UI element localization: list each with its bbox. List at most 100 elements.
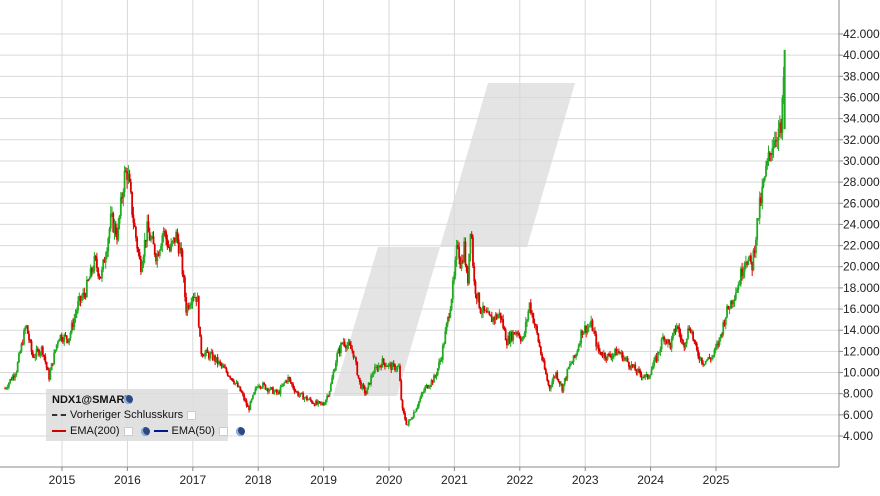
y-tick-label: 6.000 (843, 408, 873, 422)
candle-body-down (165, 231, 167, 240)
candle-body-down (302, 393, 305, 400)
visibility-checkbox[interactable] (123, 426, 133, 436)
candle-body-down (239, 386, 242, 392)
candle-body-down (683, 343, 686, 348)
candle-body-down (689, 329, 692, 333)
globe-icon[interactable] (124, 395, 133, 404)
candle-body-down (539, 346, 542, 355)
candle-body-up (57, 341, 59, 345)
candle-body-up (743, 263, 746, 272)
candle-body-up (5, 388, 8, 389)
candle-body-up (718, 337, 721, 346)
candle-body-up (89, 267, 92, 279)
y-tick-label: 18.000 (843, 281, 880, 295)
candle-body-up (555, 372, 557, 377)
candle-body-down (640, 374, 643, 378)
candle-body-down (313, 403, 316, 406)
candle-body-down (750, 255, 752, 262)
candle-body-up (572, 355, 575, 363)
candle-body-down (677, 326, 679, 328)
candle-body-down (192, 297, 195, 299)
candle-body-down (13, 375, 15, 378)
candle-body-up (74, 314, 77, 319)
candle-body-down (343, 341, 346, 346)
candle-body-up (684, 343, 687, 348)
candle-body-up (726, 306, 728, 318)
candle-body-up (218, 361, 220, 364)
candle-body-down (697, 350, 699, 357)
candle-body-up (321, 403, 323, 404)
candle-body-down (607, 353, 610, 355)
candle-body-down (597, 344, 600, 352)
candle-body-up (589, 325, 591, 327)
candle-body-up (622, 358, 625, 361)
ema200-swatch (52, 430, 66, 432)
candle-body-up (391, 363, 394, 370)
candle-body-down (585, 325, 588, 333)
candle-body-up (395, 369, 398, 371)
dashed-line-swatch (52, 414, 66, 416)
candle-body-down (352, 350, 355, 358)
candle-body-up (660, 338, 663, 350)
candle-body-down (688, 328, 691, 330)
candle-body-down (565, 378, 567, 380)
visibility-checkbox[interactable] (187, 410, 197, 420)
x-tick-label: 2019 (310, 473, 337, 487)
candle-body-down (241, 392, 244, 395)
candle-body-down (708, 357, 711, 359)
candle-body-down (112, 213, 115, 233)
globe-icon[interactable] (140, 426, 150, 436)
candle-body-up (747, 259, 750, 265)
candle-body-down (363, 386, 366, 394)
candle-body-down (311, 400, 313, 404)
candle-body-down (595, 334, 598, 347)
candle-body-down (46, 367, 49, 371)
candle-body-up (256, 386, 259, 388)
candle-body-down (244, 399, 247, 401)
candle-body-up (78, 296, 81, 302)
candle-body-up (611, 355, 614, 359)
candle-body-up (273, 391, 276, 394)
globe-icon[interactable] (235, 426, 245, 436)
candle-body-down (556, 372, 559, 380)
candle-body-up (123, 170, 126, 192)
candle-body-up (117, 223, 120, 240)
candle-body-up (308, 398, 311, 400)
candle-body-down (506, 340, 508, 346)
candle-body-down (230, 378, 233, 380)
candle-body-up (428, 387, 430, 389)
candle-body-down (543, 360, 546, 370)
candle-body-up (737, 284, 740, 291)
candle-body-up (196, 296, 199, 302)
y-tick-label: 30.000 (843, 154, 880, 168)
candle-body-up (171, 241, 174, 244)
candle-body-down (547, 380, 550, 385)
candle-body-up (480, 313, 483, 314)
candle-body-down (723, 322, 726, 326)
candle-body-down (426, 385, 429, 389)
candle-body-down (220, 363, 223, 366)
candle-body-down (508, 335, 511, 343)
candle-body-down (511, 332, 513, 341)
candle-body-up (82, 292, 84, 298)
visibility-checkbox[interactable] (218, 426, 228, 436)
candle-body-down (197, 296, 200, 327)
candle-body-up (420, 394, 423, 399)
candle-body-up (107, 238, 110, 252)
candle-body-down (668, 339, 671, 343)
candle-body-down (693, 339, 696, 342)
candle-body-up (255, 387, 258, 389)
candle-body-up (580, 330, 583, 344)
candle-body-up (23, 330, 25, 345)
y-tick-label: 42.000 (843, 27, 880, 41)
candle-body-down (392, 363, 395, 365)
candle-body-up (20, 343, 23, 352)
candle-body-up (24, 327, 27, 331)
candle-body-down (502, 319, 505, 328)
candle-body-up (527, 311, 530, 320)
candle-body-down (746, 262, 749, 265)
candle-body-down (546, 374, 549, 381)
candle-body-up (280, 386, 283, 387)
candle-body-up (370, 375, 372, 385)
candle-body-up (282, 383, 284, 387)
